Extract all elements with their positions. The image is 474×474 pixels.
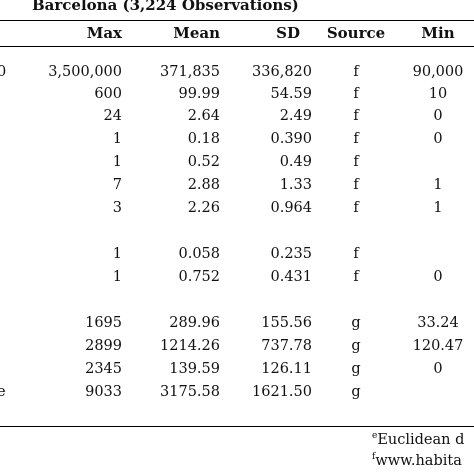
cell-sd: 1.33 [279, 177, 312, 193]
bottom-rule [0, 426, 474, 427]
cell-source: g [351, 315, 361, 331]
cell-source: f [353, 200, 359, 216]
cell-mean: 289.96 [169, 315, 220, 331]
cell-max: 1 [112, 154, 122, 170]
cell-sd: 0.964 [270, 200, 312, 216]
cell-source: f [353, 269, 359, 285]
cell-sd: 0.49 [279, 154, 312, 170]
cell-mean: 0.058 [178, 246, 220, 262]
table-title: Barcelona (3,224 Observations) [32, 0, 299, 14]
cell-mean: 2.26 [187, 200, 220, 216]
cell-max: 3 [112, 200, 122, 216]
cell-sd: 0.235 [270, 246, 312, 262]
cell-sd: 737.78 [261, 338, 312, 354]
cell-mean: 1214.26 [160, 338, 220, 354]
cell-source: g [351, 338, 361, 354]
footnote-f: fwww.habita [372, 452, 462, 469]
cell-max: 2899 [85, 338, 122, 354]
cell-mean: 2.64 [187, 108, 220, 124]
cell-mean: 2.88 [187, 177, 220, 193]
cell-min: 1 [433, 200, 443, 216]
cell-min: 0 [433, 131, 443, 147]
cell-max: 1 [112, 246, 122, 262]
cell-sd: 2.49 [279, 108, 312, 124]
cell-mean: 99.99 [178, 86, 220, 102]
cell-mean: 0.18 [187, 131, 220, 147]
cell-source: f [353, 86, 359, 102]
cell-sd: 0.431 [270, 269, 312, 285]
cell-max: 1695 [85, 315, 122, 331]
header-source: Source [326, 24, 386, 42]
footnote-e: eEuclidean d [372, 431, 465, 448]
header-sd: SD [276, 24, 300, 42]
cell-min: 0 [433, 269, 443, 285]
cell-mean: 139.59 [169, 361, 220, 377]
cell-source: f [353, 177, 359, 193]
header-min: Min [421, 24, 455, 42]
cell-source: f [353, 246, 359, 262]
cell-mean: 0.52 [187, 154, 220, 170]
cell-source: f [353, 108, 359, 124]
cell-sd: 54.59 [270, 86, 312, 102]
cell-min: 120.47 [412, 338, 464, 354]
cell-max: 1 [112, 269, 122, 285]
cell-sd: 336,820 [252, 64, 312, 80]
cell-mean: 371,835 [160, 64, 220, 80]
cell-sd: 126.11 [261, 361, 312, 377]
cell-min: 10 [428, 86, 448, 102]
cell-source: g [351, 361, 361, 377]
header-max: Max [86, 24, 122, 42]
cell-min: 33.24 [417, 315, 459, 331]
cell-min: 1 [433, 177, 443, 193]
cell-source: g [351, 384, 361, 400]
cell-min: 90,000 [412, 64, 464, 80]
cell-sd: 1621.50 [252, 384, 312, 400]
cell-min: 0 [433, 361, 443, 377]
cell-source: f [353, 64, 359, 80]
header-rule [0, 46, 474, 47]
cell-edge: e [0, 384, 6, 400]
cell-source: f [353, 154, 359, 170]
cell-max: 7 [112, 177, 122, 193]
cell-max: 3,500,000 [48, 64, 122, 80]
cell-mean: 0.752 [178, 269, 220, 285]
cell-max: 1 [112, 131, 122, 147]
cell-source: f [353, 131, 359, 147]
cell-max: 9033 [85, 384, 122, 400]
title-underline [0, 20, 474, 21]
cell-min: 0 [433, 108, 443, 124]
cell-mean: 3175.58 [160, 384, 220, 400]
header-mean: Mean [173, 24, 220, 42]
cell-edge: 0 [0, 64, 7, 80]
cell-max: 24 [103, 108, 122, 124]
cell-max: 2345 [85, 361, 122, 377]
cell-sd: 0.390 [270, 131, 312, 147]
cell-max: 600 [94, 86, 122, 102]
cell-sd: 155.56 [261, 315, 312, 331]
